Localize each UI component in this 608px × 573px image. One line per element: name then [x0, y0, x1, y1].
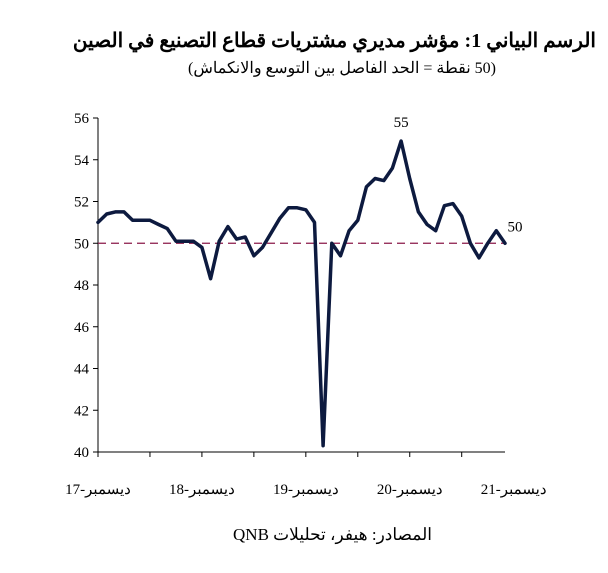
- data-point: [201, 246, 203, 249]
- data-point: [261, 246, 264, 249]
- data-point: [443, 204, 446, 207]
- x-tick-label: ديسمبر-20: [377, 482, 443, 498]
- x-tick-label: ديسمبر-19: [273, 482, 339, 498]
- data-point: [131, 219, 134, 222]
- data-point: [452, 202, 454, 205]
- data-point: [279, 217, 281, 219]
- chart-title: الرسم البياني 1: مؤشر مديري مشتريات قطاع…: [72, 30, 596, 52]
- data-point: [460, 215, 463, 217]
- data-point: [400, 140, 402, 142]
- data-point: [495, 229, 498, 232]
- data-point: [391, 167, 394, 169]
- chart-axes: 40 42 44 46 48 50 52 54 56 ديسمبر-17 ديسمبر-18 ديسم…: [65, 111, 546, 498]
- y-tick-label: 54: [74, 153, 90, 169]
- data-point: [244, 236, 246, 238]
- data-point: [287, 207, 290, 209]
- chart-subtitle: (50 نقطة = الحد الفاصل بين التوسع والانك…: [187, 60, 496, 77]
- data-point: [192, 240, 195, 242]
- data-point: [166, 227, 169, 230]
- data-point: [114, 211, 117, 213]
- pmi-line-chart: 40 42 44 46 48 50 52 54 56 ديسمبر-17 ديسمبر-18 ديسم…: [65, 111, 546, 498]
- data-annotation: 50: [508, 219, 523, 235]
- data-point: [140, 219, 143, 222]
- data-point: [183, 240, 186, 242]
- data-point: [305, 209, 307, 211]
- y-tick-label: 56: [74, 111, 90, 127]
- data-point: [253, 255, 255, 257]
- y-tick-label: 42: [74, 403, 89, 419]
- data-point: [149, 219, 151, 222]
- x-tick-label: ديسمبر-21: [481, 482, 547, 498]
- y-tick-label: 52: [74, 195, 89, 211]
- chart-labels: 55 50: [394, 115, 523, 235]
- y-tick-label: 40: [74, 445, 89, 461]
- y-tick-label: 50: [74, 236, 89, 252]
- pmi-series-line: [96, 139, 507, 448]
- data-point: [235, 238, 238, 240]
- data-annotation: 55: [394, 115, 409, 131]
- data-point: [270, 232, 273, 234]
- data-point: [469, 242, 472, 245]
- data-point: [417, 211, 420, 213]
- data-point: [504, 242, 506, 245]
- y-tick-label: 44: [74, 362, 90, 378]
- data-point: [296, 207, 299, 209]
- data-point: [175, 240, 177, 242]
- data-point: [331, 242, 333, 245]
- chart-series: [96, 139, 507, 448]
- data-point: [97, 221, 99, 224]
- data-point: [322, 444, 324, 447]
- data-point: [486, 242, 489, 245]
- data-point: [123, 211, 125, 213]
- y-tick-label: 46: [74, 320, 90, 336]
- source-note: المصادر: هيفر، تحليلات QNB: [233, 525, 432, 544]
- data-point: [434, 229, 437, 232]
- data-point: [105, 213, 108, 215]
- data-point: [478, 257, 480, 259]
- data-point: [157, 223, 160, 226]
- data-point: [339, 255, 342, 257]
- data-point: [348, 229, 350, 232]
- data-point: [426, 223, 428, 226]
- data-point: [313, 221, 316, 224]
- data-point: [383, 179, 385, 182]
- x-tick-label: ديسمبر-18: [169, 482, 235, 498]
- x-tick-label: ديسمبر-17: [65, 482, 131, 498]
- y-tick-label: 48: [74, 278, 89, 294]
- data-point: [357, 219, 359, 222]
- data-point: [209, 277, 212, 280]
- data-point: [227, 225, 229, 228]
- data-point: [218, 240, 220, 242]
- data-point: [374, 177, 376, 180]
- data-point: [365, 186, 368, 188]
- data-point: [408, 177, 411, 180]
